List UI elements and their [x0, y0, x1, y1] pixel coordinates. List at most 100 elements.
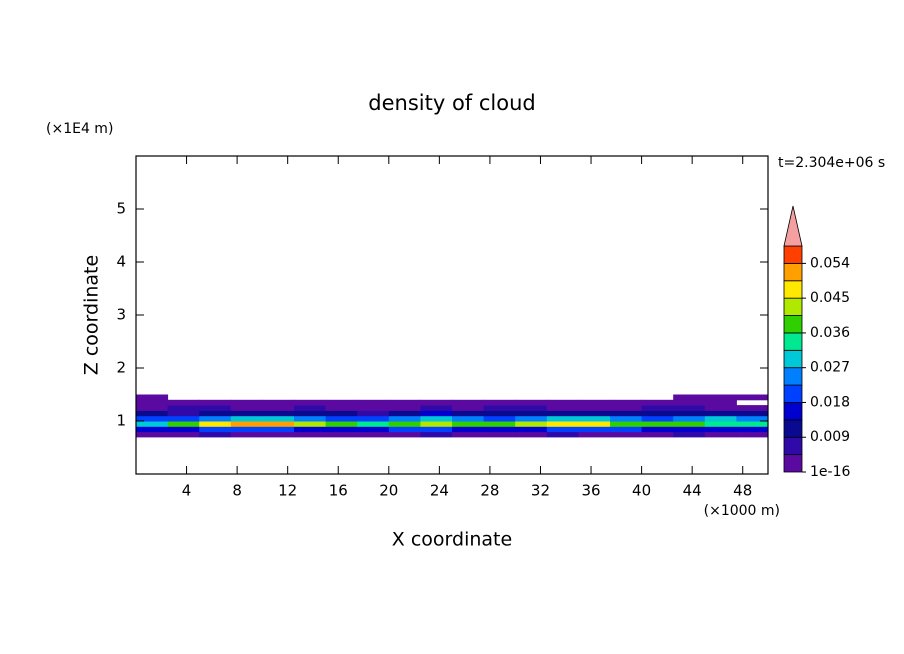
colorbar-tick-label: 1e-16	[810, 464, 850, 480]
contour-cell	[230, 415, 263, 422]
contour-cell	[578, 421, 611, 427]
contour-cell	[452, 405, 485, 411]
colorbar-box	[783, 384, 803, 403]
contour-cell	[673, 394, 706, 401]
contour-cell	[262, 426, 295, 433]
contour-cell	[168, 395, 200, 401]
contour-cell	[136, 426, 169, 433]
contour-cell	[515, 415, 548, 422]
contour-cell	[452, 426, 485, 433]
y-tick-label: 2	[116, 359, 126, 377]
contour-cell	[452, 399, 485, 406]
contour-cell	[610, 431, 643, 438]
contour-cell	[483, 426, 516, 433]
contour-cell	[420, 410, 453, 417]
contour-cell	[515, 431, 548, 438]
x-tick-label: 8	[232, 482, 242, 500]
contour-cell	[199, 405, 232, 411]
contour-cell	[546, 415, 579, 422]
contour-cell	[673, 431, 706, 438]
contour-cell	[136, 394, 169, 401]
colorbar-tick-label: 0.018	[810, 394, 850, 410]
contour-cell	[357, 410, 390, 417]
contour-cell	[167, 421, 200, 427]
contour-cell	[483, 399, 516, 406]
x-tick-label: 12	[278, 482, 297, 500]
contour-cell	[325, 410, 358, 417]
x-tick-label: 20	[379, 482, 398, 500]
contour-cell	[167, 426, 200, 433]
x-tick-label: 4	[182, 482, 192, 500]
contour-cell	[199, 431, 232, 438]
contour-cell	[262, 421, 295, 427]
contour-cell	[388, 431, 421, 438]
x-unit: (×1000 m)	[704, 503, 780, 519]
x-tick-label: 40	[632, 482, 651, 500]
contour-cell	[262, 395, 294, 401]
y-tick-label: 5	[116, 200, 126, 218]
contour-cell	[673, 426, 706, 433]
contour-cell	[357, 395, 389, 401]
contour-cell	[199, 415, 232, 422]
contour-cell	[546, 426, 579, 433]
contour-cell	[262, 415, 295, 422]
colorbar-extend	[783, 205, 803, 247]
contour-cell	[230, 421, 263, 427]
colorbar-tick-label: 0.036	[810, 325, 850, 341]
contour-cell	[230, 431, 263, 438]
y-tick-label: 3	[116, 306, 126, 324]
contour-cell	[736, 394, 769, 401]
contour-cell	[199, 426, 232, 433]
colorbar-box	[783, 402, 803, 421]
contour-cell	[515, 395, 547, 401]
y-axis-label: Z coordinate	[81, 255, 103, 375]
contour-cell	[673, 399, 706, 406]
contour-cell	[357, 421, 390, 427]
contour-cell	[641, 410, 674, 417]
contour-cell	[736, 431, 769, 438]
contour-cell	[673, 421, 706, 427]
contour-cell	[704, 431, 737, 438]
contour-cell	[199, 421, 232, 427]
contour-cell	[420, 399, 453, 406]
contour-cell	[452, 415, 485, 422]
contour-cell	[610, 421, 643, 427]
contour-cell	[546, 399, 579, 406]
contour-cell	[420, 431, 453, 438]
contour-cell	[230, 410, 263, 417]
contour-cell	[641, 421, 674, 427]
contour-cell	[294, 421, 327, 427]
contour-cell	[388, 426, 421, 433]
contour-cell	[704, 421, 737, 427]
contour-cell	[325, 415, 358, 422]
colorbar-tick-label: 0.009	[810, 429, 850, 445]
contour-cell	[673, 410, 706, 417]
contour-cell	[357, 405, 390, 411]
contour-cell	[610, 410, 643, 417]
contour-cell	[262, 410, 295, 417]
contour-cell	[610, 399, 643, 406]
contour-cell	[294, 405, 327, 411]
contour-cell	[420, 405, 453, 411]
contour-cell	[546, 405, 579, 411]
contour-cell	[167, 410, 200, 417]
y-unit: (×1E4 m)	[46, 121, 113, 137]
contour-cell	[294, 399, 327, 406]
chart-title: density of cloud	[368, 91, 535, 115]
contour-cell	[325, 431, 358, 438]
contour-cell	[546, 431, 579, 438]
contour-cell	[736, 405, 769, 411]
x-tick-label: 16	[329, 482, 348, 500]
contour-cell	[452, 410, 485, 417]
contour-cell	[641, 405, 674, 411]
colorbar-box	[783, 454, 803, 473]
contour-cell	[642, 395, 674, 401]
contour-cell	[704, 405, 737, 411]
colorbar-tick-label: 0.054	[810, 255, 850, 271]
contour-cell	[641, 399, 674, 406]
contour-cell	[230, 426, 263, 433]
contour-cell	[357, 426, 390, 433]
contour-cell	[641, 426, 674, 433]
colorbar-tick-label: 0.027	[810, 360, 850, 376]
